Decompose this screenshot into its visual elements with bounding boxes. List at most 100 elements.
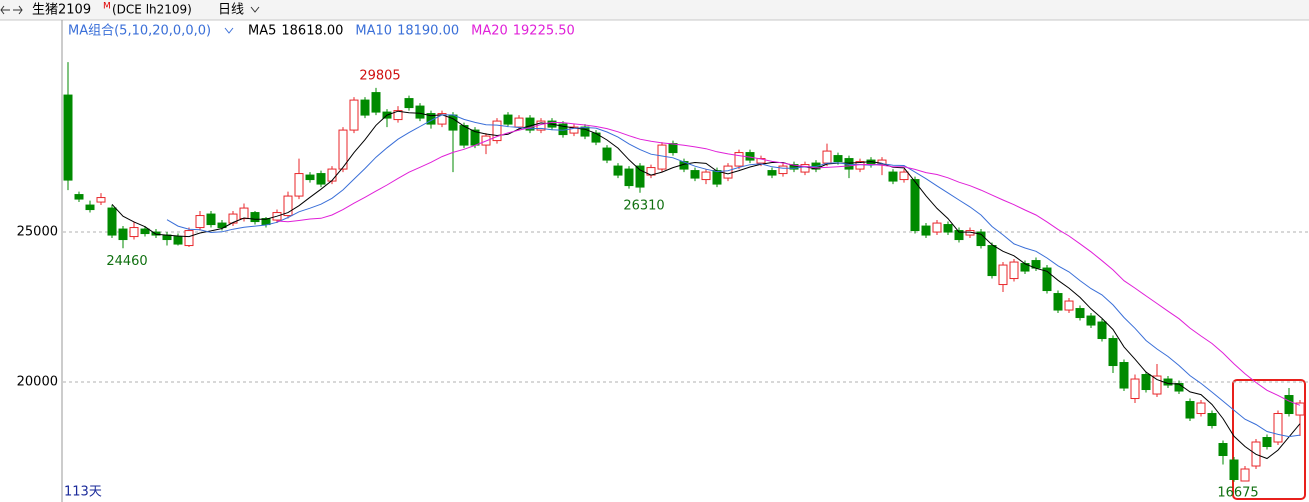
arrow-right[interactable] — [13, 5, 23, 15]
candle-body — [305, 174, 315, 181]
candle-body — [415, 105, 425, 119]
candle-body — [1218, 443, 1228, 457]
ma-line — [276, 121, 1301, 406]
extreme-label: 24460 — [106, 254, 147, 269]
candle-body — [1141, 374, 1151, 391]
candle-body — [371, 92, 381, 113]
candle-body — [932, 222, 942, 233]
candle-body — [778, 165, 788, 175]
candle-body — [976, 231, 986, 247]
candle-body — [657, 144, 667, 170]
candle-body — [360, 99, 370, 116]
ma-line — [166, 114, 1301, 438]
candle-body — [1284, 395, 1294, 415]
candle-body — [899, 171, 909, 181]
candle-body — [118, 228, 128, 241]
candle-body — [1108, 338, 1118, 367]
candle-body — [437, 113, 447, 125]
candle-body — [690, 170, 700, 179]
candle-body — [140, 228, 150, 235]
candle-body — [734, 152, 744, 167]
period-dropdown[interactable] — [250, 6, 260, 13]
symbol-title: 生猪2109 — [32, 3, 91, 18]
toolbar — [0, 0, 1309, 20]
candle-body — [206, 213, 216, 226]
y-tick-label: 20000 — [17, 375, 58, 390]
candle-body — [1196, 402, 1206, 415]
candle-body — [74, 194, 84, 200]
candle-body — [822, 150, 832, 164]
candle-body — [613, 165, 623, 176]
candle-body — [459, 125, 469, 146]
candle-body — [338, 129, 348, 170]
candle-body — [998, 264, 1008, 286]
candle-body — [1064, 300, 1074, 311]
candle-body — [800, 164, 810, 173]
indicator[interactable]: MA组合(5,10,20,0,0,0) — [68, 24, 211, 39]
symbol-code: (DCE lh2109) — [112, 3, 192, 17]
candle-body — [129, 227, 139, 238]
extreme-label: 26310 — [623, 198, 664, 213]
candle-body — [1262, 437, 1272, 448]
candle-body — [569, 126, 579, 134]
candle-body — [602, 147, 612, 161]
nav-arrows[interactable] — [0, 5, 23, 15]
candle-body — [404, 98, 414, 109]
ma-line — [111, 110, 1301, 460]
period[interactable]: 日线 — [218, 3, 244, 18]
candle-body — [151, 231, 161, 236]
candle-body — [701, 171, 711, 181]
candle-body — [217, 222, 227, 229]
ma-legend: MA5 18618.00 MA10 18190.00 MA20 19225.50 — [248, 24, 575, 39]
candle-body — [1075, 308, 1085, 319]
candle-body — [250, 212, 260, 223]
candle-body — [1042, 267, 1052, 292]
count-label: 113天 — [64, 485, 102, 500]
candle-body — [921, 225, 931, 236]
candle-body — [349, 99, 359, 131]
candle-body — [954, 230, 964, 241]
ma-name: MA10 — [355, 24, 392, 39]
candle-body — [96, 197, 106, 203]
candle-body — [1207, 413, 1217, 427]
candle-body — [1086, 315, 1096, 326]
indicator-dropdown[interactable] — [224, 27, 234, 34]
candle-body — [85, 204, 95, 211]
candle-body — [239, 207, 249, 220]
extreme-label: 29805 — [359, 68, 400, 83]
candle-body — [789, 164, 799, 170]
candle-body — [712, 170, 722, 185]
ma-name: MA20 — [471, 24, 508, 39]
candle-body — [1097, 321, 1107, 340]
candle-body — [1152, 375, 1162, 395]
candle-body — [327, 168, 337, 182]
candle-body — [173, 236, 183, 245]
candle-body — [63, 94, 73, 181]
candle-body — [525, 117, 535, 131]
ma-value: 18190.00 — [397, 24, 459, 39]
candle-body — [1053, 293, 1063, 311]
highlight-box — [1232, 379, 1306, 500]
candle-body — [624, 168, 634, 187]
candle-body — [635, 165, 645, 188]
extreme-label: 16675 — [1217, 486, 1258, 501]
candle-body — [283, 195, 293, 217]
ma-value: 18618.00 — [281, 24, 343, 39]
candle-body — [888, 171, 898, 182]
candle-body — [833, 155, 843, 163]
candle-body — [1119, 362, 1129, 389]
candle-body — [1295, 402, 1305, 416]
ma-name: MA5 — [248, 24, 276, 39]
candle-body — [1185, 401, 1195, 419]
candle-body — [316, 173, 326, 185]
candle-body — [184, 230, 194, 247]
candle-body — [767, 170, 777, 176]
candle-body — [107, 207, 117, 236]
candle-body — [1273, 413, 1283, 443]
arrow-left[interactable] — [0, 5, 10, 15]
candle-body — [668, 143, 678, 154]
candle-body — [1229, 459, 1239, 481]
candle-body — [503, 114, 513, 125]
